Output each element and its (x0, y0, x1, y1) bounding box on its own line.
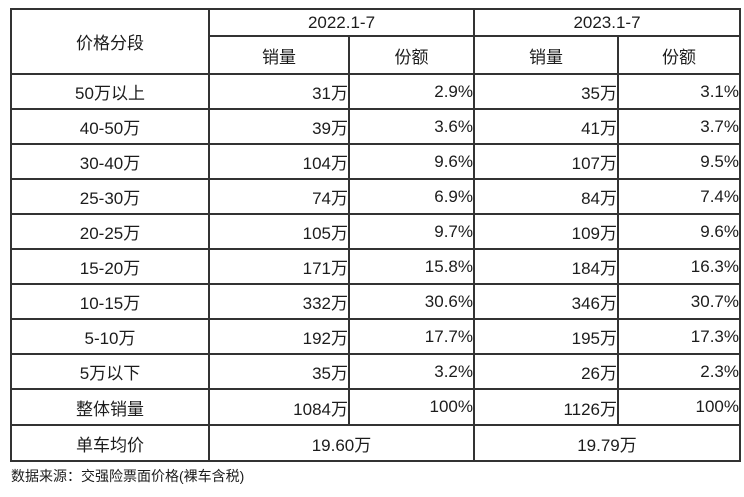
cell-share-2022: 30.6% (348, 283, 475, 320)
cell-total-sales-2022: 1084万 (208, 388, 350, 426)
table-row: 5-10万 192万 17.7% 195万 17.3% (10, 318, 741, 355)
cell-segment: 5万以下 (10, 353, 210, 390)
cell-share-2023: 16.3% (617, 248, 741, 285)
cell-share-2022: 17.7% (348, 318, 475, 355)
cell-share-2022: 6.9% (348, 178, 475, 215)
cell-segment: 20-25万 (10, 213, 210, 250)
cell-segment: 30-40万 (10, 143, 210, 180)
cell-sales-2022: 171万 (208, 248, 350, 285)
cell-sales-2022: 332万 (208, 283, 350, 320)
cell-segment: 5-10万 (10, 318, 210, 355)
cell-share-2022: 3.6% (348, 108, 475, 145)
cell-share-2023: 7.4% (617, 178, 741, 215)
cell-share-2023: 9.5% (617, 143, 741, 180)
header-sales-2022: 销量 (208, 35, 350, 75)
header-price-segment: 价格分段 (10, 8, 210, 75)
cell-sales-2022: 104万 (208, 143, 350, 180)
cell-sales-2023: 41万 (473, 108, 619, 145)
cell-sales-2023: 184万 (473, 248, 619, 285)
cell-sales-2022: 74万 (208, 178, 350, 215)
price-segment-table: 价格分段 2022.1-7 2023.1-7 销量 份额 销量 份额 50万以上… (10, 8, 741, 462)
average-price-row: 单车均价 19.60万 19.79万 (10, 424, 741, 462)
cell-total-sales-2023: 1126万 (473, 388, 619, 426)
cell-share-2022: 9.7% (348, 213, 475, 250)
cell-sales-2023: 84万 (473, 178, 619, 215)
header-sales-2023: 销量 (473, 35, 619, 75)
table-row: 15-20万 171万 15.8% 184万 16.3% (10, 248, 741, 285)
table-row: 5万以下 35万 3.2% 26万 2.3% (10, 353, 741, 390)
cell-sales-2022: 192万 (208, 318, 350, 355)
header-row-metrics: 销量 份额 销量 份额 (11, 35, 741, 75)
table-row: 25-30万 74万 6.9% 84万 7.4% (10, 178, 741, 215)
cell-share-2023: 2.3% (617, 353, 741, 390)
source-note: 数据来源：交强险票面价格(裸车含税) (11, 468, 245, 484)
cell-share-2023: 9.6% (617, 213, 741, 250)
cell-sales-2023: 107万 (473, 143, 619, 180)
cell-sales-2022: 105万 (208, 213, 350, 250)
cell-sales-2023: 195万 (473, 318, 619, 355)
cell-share-2023: 17.3% (617, 318, 741, 355)
table-row: 30-40万 104万 9.6% 107万 9.5% (10, 143, 741, 180)
cell-segment: 25-30万 (10, 178, 210, 215)
header-share-2022: 份额 (348, 35, 475, 75)
cell-sales-2022: 31万 (208, 73, 350, 110)
cell-avg-price-2022: 19.60万 (208, 424, 475, 462)
cell-segment: 10-15万 (10, 283, 210, 320)
cell-sales-2022: 35万 (208, 353, 350, 390)
cell-sales-2023: 26万 (473, 353, 619, 390)
cell-share-2022: 2.9% (348, 73, 475, 110)
header-period-2023: 2023.1-7 (473, 8, 741, 37)
table-row: 20-25万 105万 9.7% 109万 9.6% (10, 213, 741, 250)
cell-segment: 15-20万 (10, 248, 210, 285)
table-row: 40-50万 39万 3.6% 41万 3.7% (10, 108, 741, 145)
cell-share-2023: 3.7% (617, 108, 741, 145)
cell-share-2022: 9.6% (348, 143, 475, 180)
table-row: 50万以上 31万 2.9% 35万 3.1% (10, 73, 741, 110)
cell-segment: 50万以上 (10, 73, 210, 110)
cell-sales-2023: 35万 (473, 73, 619, 110)
cell-total-share-2022: 100% (348, 388, 475, 426)
cell-share-2023: 30.7% (617, 283, 741, 320)
cell-avg-label: 单车均价 (10, 424, 210, 462)
table-row: 10-15万 332万 30.6% 346万 30.7% (10, 283, 741, 320)
cell-sales-2022: 39万 (208, 108, 350, 145)
header-share-2023: 份额 (617, 35, 741, 75)
total-row: 整体销量 1084万 100% 1126万 100% (10, 388, 741, 426)
cell-share-2022: 15.8% (348, 248, 475, 285)
cell-segment: 40-50万 (10, 108, 210, 145)
cell-total-share-2023: 100% (617, 388, 741, 426)
cell-sales-2023: 346万 (473, 283, 619, 320)
cell-share-2022: 3.2% (348, 353, 475, 390)
cell-total-label: 整体销量 (10, 388, 210, 426)
header-row-periods: 价格分段 2022.1-7 2023.1-7 (10, 8, 741, 75)
cell-avg-price-2023: 19.79万 (473, 424, 741, 462)
cell-sales-2023: 109万 (473, 213, 619, 250)
header-period-2022: 2022.1-7 (208, 8, 475, 37)
cell-share-2023: 3.1% (617, 73, 741, 110)
